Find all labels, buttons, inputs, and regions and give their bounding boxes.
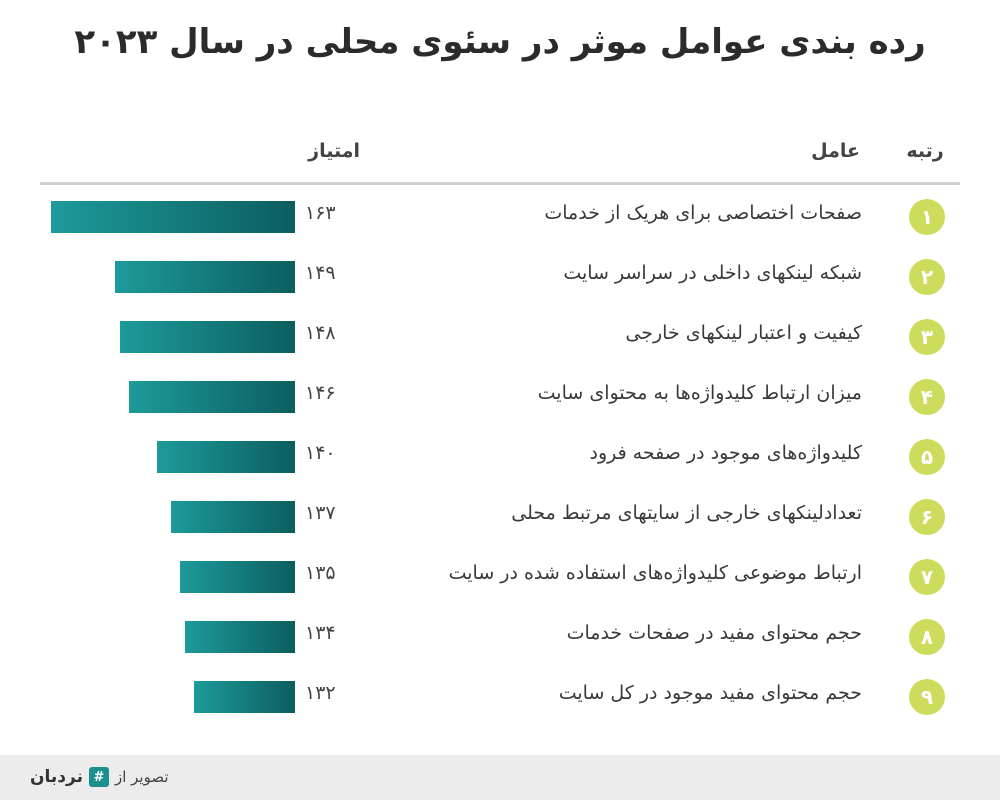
score-bar bbox=[51, 201, 295, 233]
header-divider bbox=[40, 182, 960, 185]
score-bar bbox=[184, 621, 295, 653]
factor-label: شبکه لینکهای داخلی در سراسر سایت bbox=[563, 262, 862, 284]
chart-title: رده بندی عوامل موثر در سئوی محلی در سال … bbox=[74, 22, 926, 62]
credit-prefix: تصویر از bbox=[114, 768, 169, 786]
rank-badge: ۸ bbox=[909, 619, 945, 655]
score-bar bbox=[129, 381, 295, 413]
score-bar bbox=[120, 321, 295, 353]
score-label: ۱۳۲ bbox=[305, 682, 336, 704]
credit: تصویر از # نردبان bbox=[30, 767, 169, 787]
table-row: ۳ کیفیت و اعتبار لینکهای خارجی ۱۴۸ bbox=[0, 307, 1000, 367]
rank-badge: ۶ bbox=[909, 499, 945, 535]
rank-badge: ۲ bbox=[909, 259, 945, 295]
rank-badge: ۱ bbox=[909, 199, 945, 235]
rank-badge: ۵ bbox=[909, 439, 945, 475]
column-header-rank: رتبه bbox=[906, 140, 944, 162]
table-row: ۸ حجم محتوای مفید در صفحات خدمات ۱۳۴ bbox=[0, 607, 1000, 667]
score-bar bbox=[156, 441, 295, 473]
footer: تصویر از # نردبان bbox=[0, 755, 1000, 800]
rank-badge: ۴ bbox=[909, 379, 945, 415]
table-row: ۶ تعدادلینکهای خارجی از سایتهای مرتبط محل… bbox=[0, 487, 1000, 547]
factor-label: صفحات اختصاصی برای هریک از خدمات bbox=[544, 202, 862, 224]
column-header-score: امتیاز bbox=[308, 140, 360, 162]
score-label: ۱۳۷ bbox=[305, 502, 336, 524]
column-header-factor: عامل bbox=[811, 140, 860, 162]
table-row: ۴ میزان ارتباط کلیدواژه‌ها به محتوای سایت… bbox=[0, 367, 1000, 427]
score-label: ۱۳۵ bbox=[305, 562, 336, 584]
rank-badge: ۳ bbox=[909, 319, 945, 355]
table-row: ۵ کلیدواژه‌های موجود در صفحه فرود ۱۴۰ bbox=[0, 427, 1000, 487]
brand-name: نردبان bbox=[30, 767, 83, 787]
rank-badge: ۷ bbox=[909, 559, 945, 595]
score-label: ۱۴۶ bbox=[305, 382, 336, 404]
score-label: ۱۴۰ bbox=[305, 442, 336, 464]
table-row: ۷ ارتباط موضوعی کلیدواژه‌های استفاده شده … bbox=[0, 547, 1000, 607]
score-label: ۱۴۸ bbox=[305, 322, 336, 344]
factor-label: حجم محتوای مفید در صفحات خدمات bbox=[566, 622, 862, 644]
score-label: ۱۶۳ bbox=[305, 202, 336, 224]
score-bar bbox=[193, 681, 295, 713]
factor-label: حجم محتوای مفید موجود در کل سایت bbox=[558, 682, 862, 704]
factor-label: تعدادلینکهای خارجی از سایتهای مرتبط محلی bbox=[511, 502, 862, 524]
hash-logo-icon: # bbox=[88, 767, 109, 787]
score-label: ۱۳۴ bbox=[305, 622, 336, 644]
factor-label: کلیدواژه‌های موجود در صفحه فرود bbox=[589, 442, 862, 464]
table-row: ۹ حجم محتوای مفید موجود در کل سایت ۱۳۲ bbox=[0, 667, 1000, 727]
factor-label: ارتباط موضوعی کلیدواژه‌های استفاده شده د… bbox=[448, 562, 862, 584]
table-row: ۲ شبکه لینکهای داخلی در سراسر سایت ۱۴۹ bbox=[0, 247, 1000, 307]
score-bar bbox=[170, 501, 295, 533]
factor-label: میزان ارتباط کلیدواژه‌ها به محتوای سایت bbox=[537, 382, 862, 404]
rank-badge: ۹ bbox=[909, 679, 945, 715]
factor-label: کیفیت و اعتبار لینکهای خارجی bbox=[625, 322, 862, 344]
table-row: ۱ صفحات اختصاصی برای هریک از خدمات ۱۶۳ bbox=[0, 187, 1000, 247]
score-label: ۱۴۹ bbox=[305, 262, 336, 284]
score-bar bbox=[179, 561, 295, 593]
score-bar bbox=[115, 261, 295, 293]
